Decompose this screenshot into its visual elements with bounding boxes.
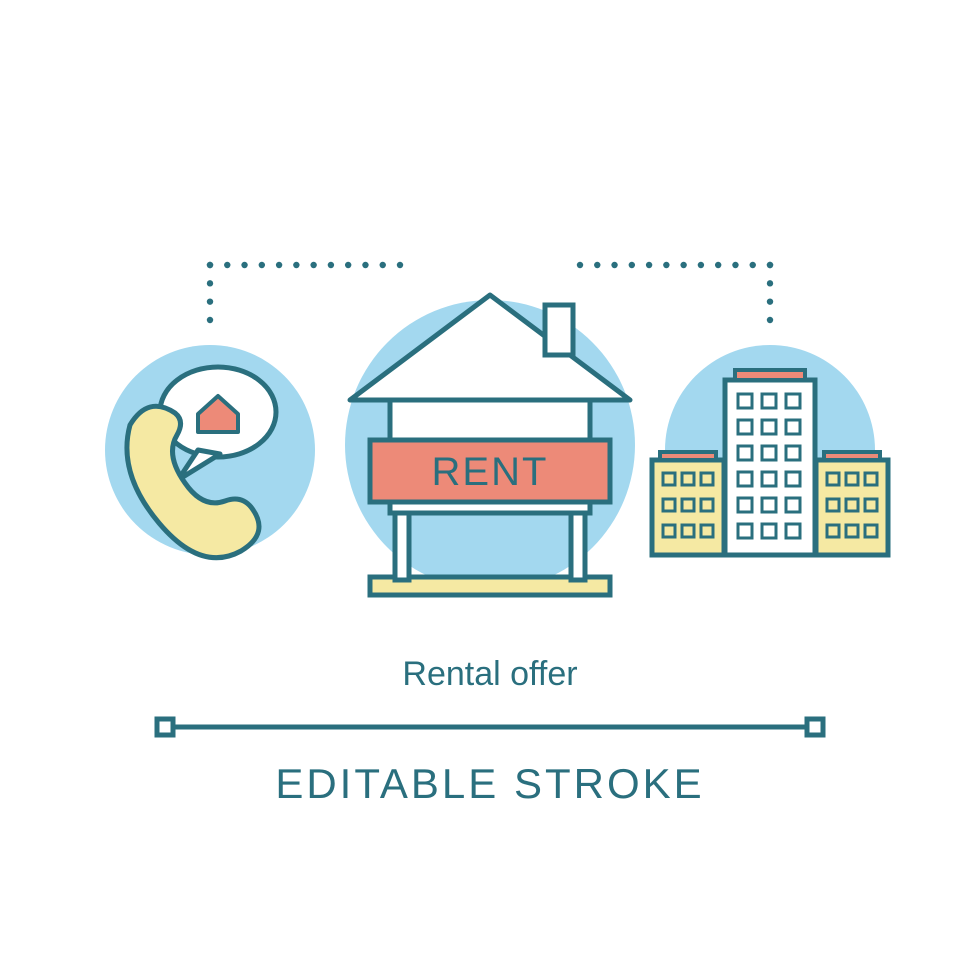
rent-sign-label: RENT [370,450,610,495]
caption-text: Rental offer [0,655,980,694]
footer-label: EDITABLE STROKE [0,760,980,808]
